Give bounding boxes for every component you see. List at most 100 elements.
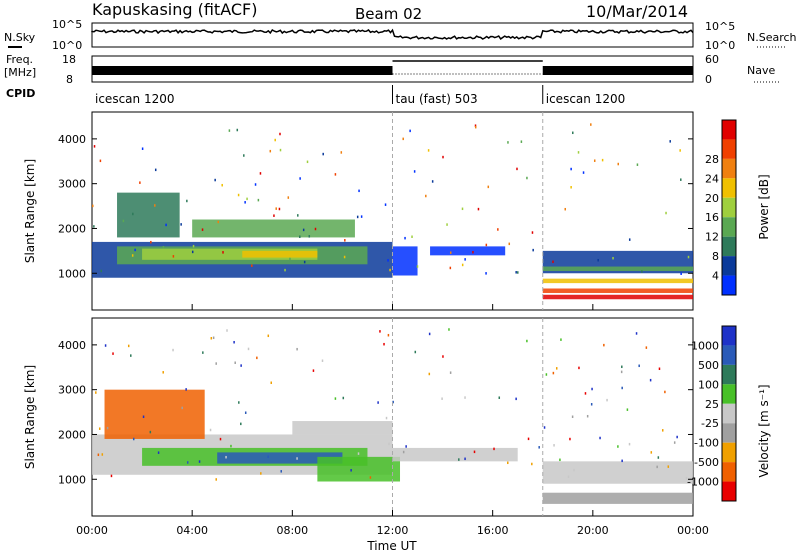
velocity-speckle (538, 446, 540, 449)
power-speckle (387, 259, 389, 262)
power-speckle (154, 204, 156, 207)
power-speckle (687, 255, 690, 259)
velocity-speckle (543, 426, 546, 429)
nsearch-tick-bottom: 10^0 (705, 39, 735, 52)
power-speckle (464, 258, 466, 261)
velocity-speckle (312, 369, 315, 372)
colorbar-swatch (722, 139, 736, 159)
power-speckle (254, 183, 257, 186)
power-speckle (497, 228, 499, 231)
power-region (430, 246, 506, 256)
x-tick-label: 20:00 (577, 524, 609, 537)
power-speckle (520, 140, 523, 143)
power-speckle (259, 172, 262, 175)
power-colorbar-label: Power [dB] (757, 174, 771, 239)
power-speckle (236, 128, 239, 132)
velocity-speckle (387, 333, 390, 337)
power-region (392, 246, 418, 276)
velocity-region (317, 456, 401, 482)
velocity-speckle (464, 396, 466, 399)
beam-title: Beam 02 (355, 5, 422, 23)
power-speckle (474, 125, 477, 129)
velocity-speckle (267, 334, 270, 338)
power-speckle (680, 178, 682, 181)
power-speckle (322, 152, 324, 156)
power-speckle (274, 138, 276, 142)
velocity-speckle (676, 435, 678, 439)
velocity-speckle (545, 373, 548, 376)
velocity-speckle (584, 392, 587, 395)
y-tick-label: 4000 (58, 339, 86, 352)
velocity-speckle (104, 344, 107, 347)
freq-label-line2: [MHz] (4, 66, 36, 79)
power-speckle (139, 181, 141, 184)
velocity-ylabel: Slant Range [km] (23, 365, 37, 469)
velocity-speckle (369, 476, 372, 479)
power-speckle (303, 260, 306, 264)
velocity-speckle (590, 403, 593, 406)
power-speckle (665, 211, 667, 215)
power-speckle (669, 140, 671, 143)
power-speckle (617, 162, 619, 166)
velocity-speckle (212, 336, 215, 340)
power-speckle (570, 186, 572, 189)
colorbar-tick-label: -1000 (687, 476, 719, 489)
colorbar-tick-label: 100 (698, 378, 719, 391)
velocity-speckle (645, 346, 648, 349)
power-speckle (246, 197, 248, 201)
freq-tick-bottom: 8 (66, 73, 73, 86)
velocity-speckle (661, 429, 664, 432)
power-speckle (404, 236, 406, 240)
velocity-speckle (219, 437, 222, 441)
y-tick-label: 3000 (58, 178, 86, 191)
velocity-speckle (405, 445, 407, 448)
velocity-speckle (649, 378, 652, 382)
velocity-speckle (441, 397, 443, 400)
power-speckle (93, 225, 95, 228)
power-speckle (636, 163, 639, 166)
power-speckle (552, 260, 554, 264)
power-speckle (582, 171, 585, 174)
cpid-segment-label: icescan 1200 (95, 92, 174, 106)
colorbar-swatch (722, 442, 736, 463)
power-speckle (641, 270, 643, 273)
velocity-speckle (464, 457, 466, 461)
power-speckle (461, 263, 464, 267)
power-speckle (564, 207, 566, 211)
power-speckle (275, 207, 277, 210)
power-speckle (485, 272, 487, 275)
velocity-speckle (553, 444, 555, 447)
colorbar-tick-label: 25 (705, 398, 719, 411)
velocity-speckle (628, 442, 631, 446)
velocity-speckle (657, 456, 660, 459)
velocity-speckle (586, 414, 589, 418)
power-speckle (413, 170, 416, 173)
power-speckle (299, 177, 301, 180)
velocity-speckle (215, 478, 217, 481)
velocity-speckle (449, 371, 452, 374)
y-tick-label: 2000 (58, 428, 86, 441)
power-speckle (334, 173, 337, 176)
nave-tick-bottom: 0 (705, 73, 712, 86)
velocity-speckle (507, 461, 509, 465)
velocity-speckle (256, 356, 258, 360)
colorbar-tick-label: 1000 (691, 339, 719, 352)
velocity-speckle (270, 381, 272, 385)
power-speckle (221, 183, 223, 187)
velocity-speckle (414, 350, 417, 354)
velocity-speckle (685, 476, 688, 480)
power-speckle (132, 212, 134, 216)
velocity-speckle (621, 459, 623, 463)
velocity-speckle (296, 457, 298, 460)
power-speckle (180, 223, 182, 226)
power-speckle (244, 201, 246, 204)
power-speckle (154, 168, 157, 172)
power-speckle (192, 244, 195, 248)
colorbar-frame (721, 119, 737, 296)
power-speckle (680, 272, 682, 275)
velocity-speckle (172, 348, 174, 352)
velocity-speckle (296, 347, 298, 351)
power-speckle (273, 214, 275, 217)
velocity-speckle (555, 367, 558, 370)
velocity-speckle (130, 354, 132, 357)
